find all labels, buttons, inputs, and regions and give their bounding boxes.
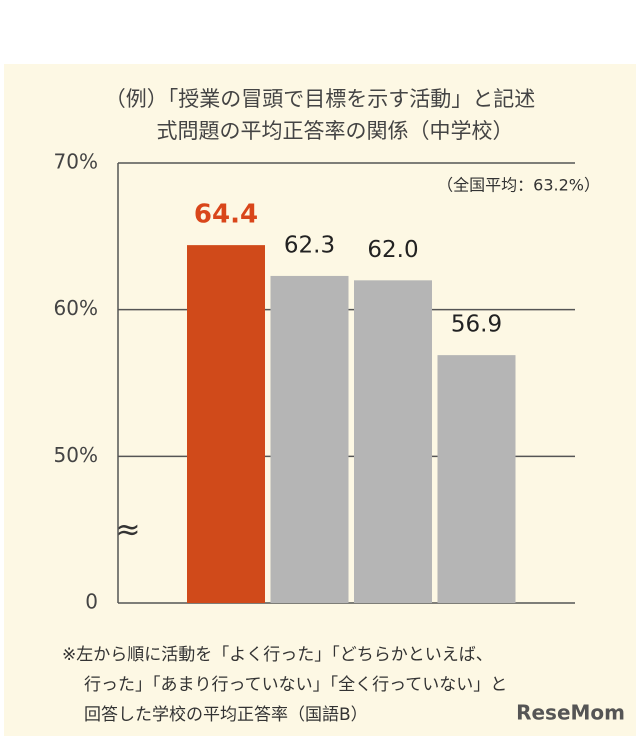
chart-title: 式問題の平均正答率の関係（中学校） xyxy=(157,119,514,143)
bar xyxy=(437,355,516,603)
value-label: 64.4 xyxy=(194,200,258,230)
value-label: 62.0 xyxy=(367,237,418,263)
logo: ReseMom xyxy=(516,701,625,725)
y-tick-label: 0 xyxy=(85,590,98,614)
y-tick-label: 50% xyxy=(54,443,98,467)
bar xyxy=(354,280,432,603)
note: ※左から順に活動を「よく行った」「どちらかといえば、 xyxy=(62,645,493,665)
note: 行った」「あまり行っていない」「全く行っていない」と xyxy=(84,675,507,695)
y-tick-label: 70% xyxy=(54,150,98,174)
annotation: （全国平均：63.2%） xyxy=(437,176,600,195)
value-label: 62.3 xyxy=(284,232,335,258)
chart-title: （例）「授業の冒頭で目標を示す活動」と記述 xyxy=(105,87,536,111)
value-label: 56.9 xyxy=(451,312,502,338)
note: 回答した学校の平均正答率（国語B） xyxy=(84,705,368,725)
bar xyxy=(270,275,349,603)
y-tick-label: 60% xyxy=(54,296,98,320)
bar xyxy=(187,245,265,603)
axis-break: ≈ xyxy=(115,513,140,548)
